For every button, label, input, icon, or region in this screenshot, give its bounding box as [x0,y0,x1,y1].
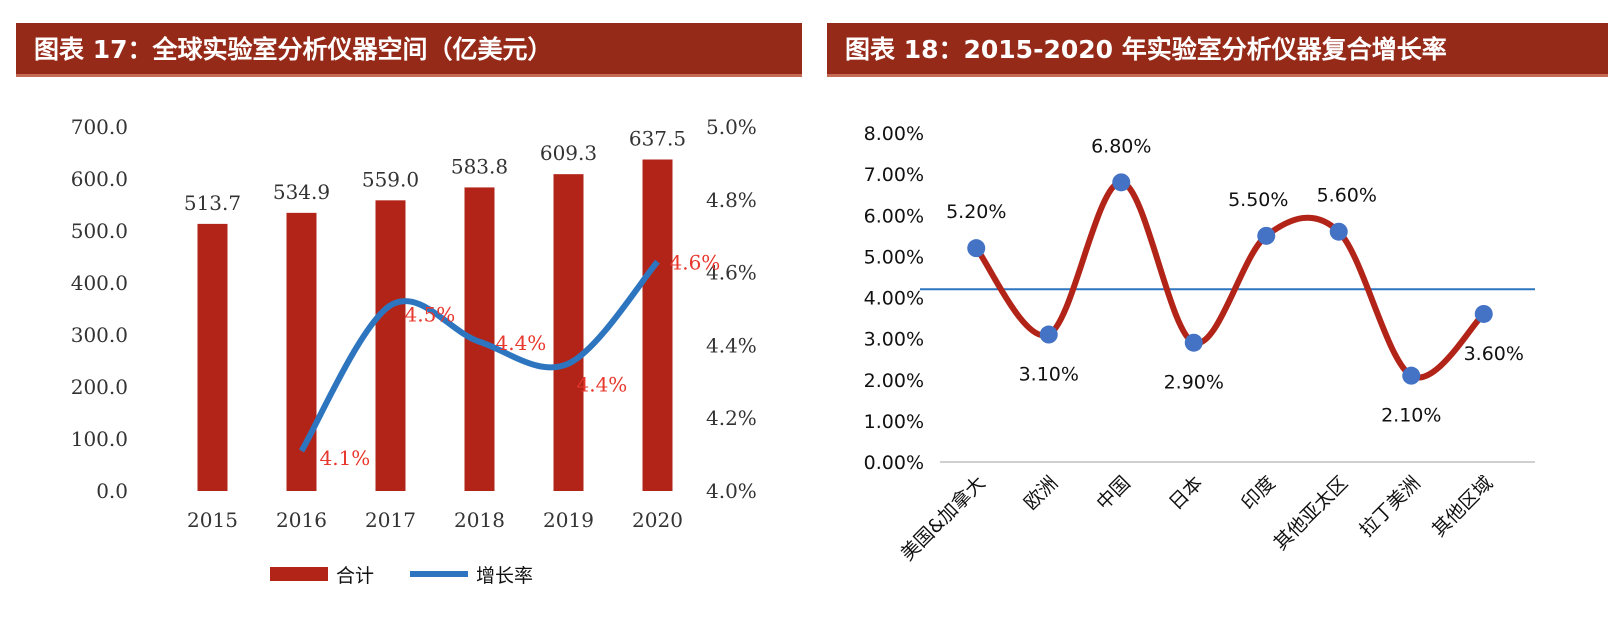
data-point [1474,304,1493,323]
y-axis-tick: 3.00% [864,329,924,351]
line-data-label: 4.4% [577,373,628,397]
bar [553,174,584,491]
y-axis-tick: 5.00% [864,246,924,268]
line-data-label: 4.5% [405,302,456,326]
x-axis-tick: 印度 [1237,472,1279,514]
left-axis-tick: 400.0 [71,271,128,295]
data-point [1184,333,1203,352]
right-axis-tick: 4.0% [706,479,757,503]
x-axis-tick: 美国&加拿大 [896,471,990,565]
bar [197,223,228,491]
x-axis-tick: 拉丁美洲 [1355,472,1424,541]
y-axis-tick: 8.00% [864,123,924,145]
data-label: 5.20% [946,201,1006,223]
bar [642,159,673,491]
data-point [1039,325,1058,344]
right-axis-tick: 4.4% [706,333,757,357]
y-axis-tick: 4.00% [864,288,924,310]
y-axis-tick: 1.00% [864,411,924,433]
cagr-line [973,179,1486,381]
data-label: 3.10% [1019,364,1079,386]
left-axis-tick: 200.0 [71,375,128,399]
line-data-label: 4.1% [320,446,371,470]
data-label: 5.60% [1317,185,1377,207]
x-axis-tick: 2015 [187,508,238,532]
growth-rate-line [298,259,660,453]
left-axis-tick: 700.0 [71,115,128,139]
left-axis-tick: 600.0 [71,167,128,191]
right-axis-tick: 5.0% [706,115,757,139]
figure17-title: 图表 17：全球实验室分析仪器空间（亿美元） [16,23,802,77]
bar-data-label: 609.3 [540,141,597,165]
y-axis-tick: 7.00% [864,164,924,186]
legend-label: 合计 [336,565,374,587]
data-label: 6.80% [1091,135,1151,157]
bar-data-label: 559.0 [362,167,419,191]
x-axis-tick: 日本 [1165,472,1207,514]
data-point [1112,173,1131,192]
y-axis-tick: 2.00% [864,370,924,392]
bar-data-label: 583.8 [451,154,508,178]
legend-label: 增长率 [476,565,533,587]
bar [375,200,406,491]
data-point [967,239,986,258]
left-axis-tick: 500.0 [71,219,128,243]
right-axis-tick: 4.6% [706,261,757,285]
bar-data-label: 534.9 [273,180,330,204]
legend-bar-swatch [270,567,328,581]
y-axis-tick: 0.00% [864,452,924,474]
data-label: 5.50% [1228,189,1288,211]
data-point [1257,226,1276,245]
data-label: 2.10% [1381,405,1441,427]
x-axis-tick: 其他区域 [1428,472,1497,541]
x-axis-tick: 其他亚太区 [1270,472,1353,555]
x-axis-tick: 欧洲 [1020,472,1062,514]
data-point [1329,222,1348,241]
x-axis-tick: 2019 [543,508,594,532]
figure18-title: 图表 18：2015-2020 年实验室分析仪器复合增长率 [827,23,1608,77]
bar-data-label: 513.7 [184,191,241,215]
data-label: 3.60% [1464,343,1524,365]
x-axis-tick: 2017 [365,508,416,532]
bar [286,212,317,492]
x-axis-tick: 中国 [1092,472,1134,514]
left-axis-tick: 0.0 [96,479,128,503]
x-axis-tick: 2020 [632,508,683,532]
line-data-label: 4.6% [670,251,721,275]
y-axis-tick: 6.00% [864,205,924,227]
right-axis-tick: 4.2% [706,406,757,430]
x-axis-tick: 2016 [276,508,327,532]
left-axis-tick: 100.0 [71,427,128,451]
data-point [1402,366,1421,385]
x-axis-tick: 2018 [454,508,505,532]
left-axis-tick: 300.0 [71,323,128,347]
bar-data-label: 637.5 [629,127,686,151]
right-axis-tick: 4.8% [706,188,757,212]
data-label: 2.90% [1164,372,1224,394]
line-data-label: 4.4% [496,331,547,355]
